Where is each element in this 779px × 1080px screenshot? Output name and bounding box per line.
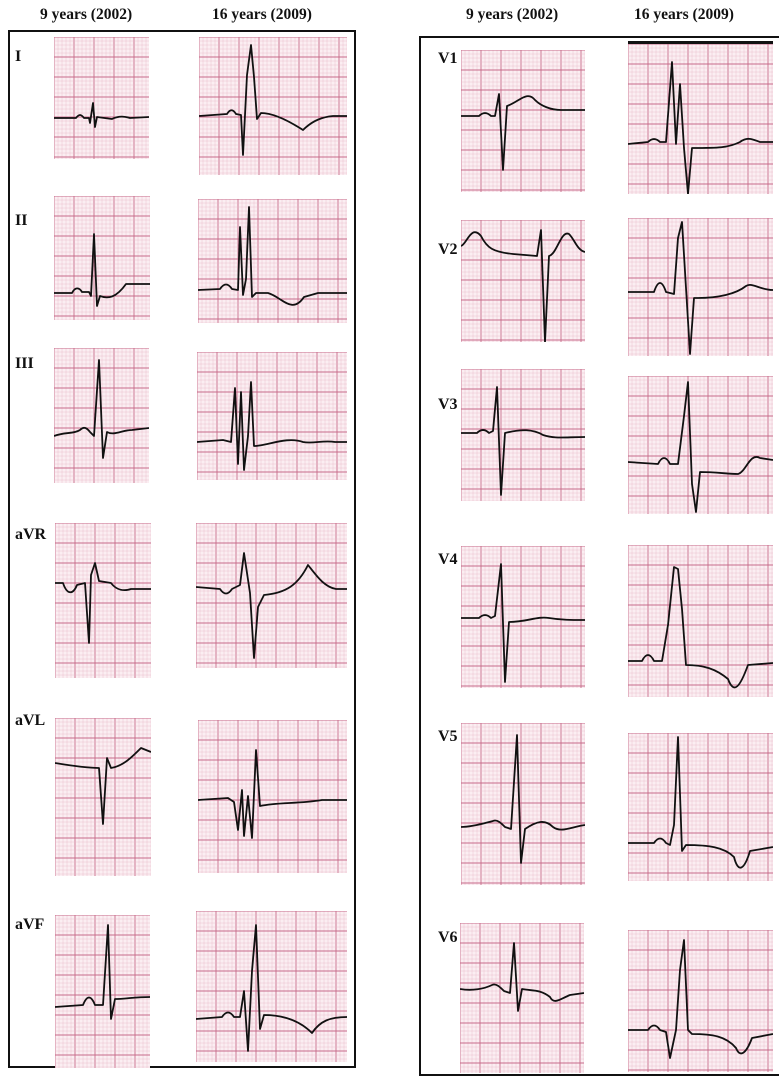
lead-label-aVR: aVR	[15, 526, 47, 543]
ecg-trace	[54, 102, 149, 128]
ecg-strip-aVL-2009	[198, 720, 347, 873]
ecg-grid	[54, 196, 150, 320]
ecg-trace	[197, 381, 347, 471]
ecg-grid	[461, 50, 585, 192]
ecg-trace	[198, 206, 347, 306]
ecg-strip-III-2002	[54, 348, 149, 483]
ecg-trace	[55, 747, 151, 825]
ecg-grid	[198, 720, 347, 873]
ecg-trace	[196, 924, 347, 1052]
lead-label-V5: V5	[438, 728, 458, 745]
header-left-2002: 9 years (2002)	[40, 6, 133, 23]
header-right-2009: 16 years (2009)	[634, 6, 734, 23]
ecg-strip-III-2009	[197, 352, 347, 480]
ecg-strip-V1-2002	[461, 50, 585, 192]
ecg-grid	[628, 545, 773, 697]
strip-top-border	[628, 41, 773, 44]
ecg-strip-aVR-2002	[55, 523, 151, 678]
lead-label-V6: V6	[438, 929, 458, 946]
header-right-2002: 9 years (2002)	[466, 6, 559, 23]
ecg-trace	[55, 562, 151, 644]
limb-leads-panel	[8, 30, 356, 1068]
ecg-trace	[461, 93, 585, 171]
ecg-trace	[461, 734, 585, 864]
ecg-grid	[461, 723, 585, 885]
ecg-grid	[199, 37, 347, 175]
ecg-strip-V2-2009	[628, 218, 773, 356]
ecg-trace	[628, 61, 773, 194]
lead-label-aVF: aVF	[15, 916, 45, 933]
ecg-trace	[461, 563, 585, 683]
ecg-strip-aVR-2009	[196, 523, 347, 668]
ecg-strip-V3-2009	[628, 376, 773, 514]
ecg-trace	[628, 736, 773, 869]
ecg-trace	[628, 566, 773, 689]
ecg-grid	[461, 220, 585, 342]
ecg-strip-V2-2002	[461, 220, 585, 342]
ecg-strip-II-2009	[198, 199, 347, 323]
ecg-strip-V4-2002	[461, 546, 585, 688]
ecg-grid	[197, 352, 347, 480]
lead-label-V3: V3	[438, 396, 458, 413]
ecg-grid	[55, 718, 151, 876]
ecg-grid	[198, 199, 347, 323]
ecg-strip-V5-2002	[461, 723, 585, 885]
ecg-trace	[54, 233, 150, 307]
ecg-grid	[54, 348, 149, 483]
lead-label-V4: V4	[438, 551, 458, 568]
ecg-grid	[461, 369, 585, 501]
ecg-trace	[198, 749, 347, 839]
ecg-strip-II-2002	[54, 196, 150, 320]
ecg-strip-V5-2009	[628, 733, 773, 881]
ecg-trace	[55, 924, 150, 1020]
ecg-trace	[628, 939, 773, 1059]
ecg-grid	[628, 376, 773, 514]
ecg-strip-V6-2009	[628, 930, 773, 1072]
lead-label-V2: V2	[438, 241, 458, 258]
ecg-trace	[628, 221, 773, 355]
lead-label-II: II	[15, 212, 28, 229]
ecg-trace	[461, 386, 585, 496]
ecg-strip-aVF-2009	[196, 911, 347, 1062]
ecg-grid	[628, 930, 773, 1072]
ecg-grid	[196, 523, 347, 668]
ecg-grid	[54, 37, 149, 159]
ecg-trace	[54, 359, 149, 459]
lead-label-III: III	[15, 355, 34, 372]
ecg-strip-V6-2002	[460, 923, 584, 1073]
ecg-grid	[196, 911, 347, 1062]
lead-label-aVL: aVL	[15, 712, 46, 729]
ecg-strip-aVF-2002	[55, 915, 150, 1068]
ecg-trace	[196, 552, 347, 659]
ecg-grid	[628, 733, 773, 881]
ecg-trace	[460, 942, 584, 1012]
header-left-2009: 16 years (2009)	[212, 6, 312, 23]
ecg-grid	[628, 44, 773, 194]
ecg-strip-V3-2002	[461, 369, 585, 501]
ecg-strip-V4-2009	[628, 545, 773, 697]
ecg-grid	[55, 915, 150, 1068]
ecg-strip-V1-2009	[628, 44, 773, 194]
ecg-trace	[628, 381, 773, 513]
ecg-grid	[628, 218, 773, 356]
ecg-trace	[199, 44, 347, 156]
lead-label-I: I	[15, 48, 22, 65]
ecg-trace	[461, 229, 585, 342]
ecg-grid	[55, 523, 151, 678]
lead-label-V1: V1	[438, 50, 458, 67]
ecg-strip-I-2009	[199, 37, 347, 175]
ecg-strip-aVL-2002	[55, 718, 151, 876]
ecg-strip-I-2002	[54, 37, 149, 159]
chest-leads-panel	[419, 36, 779, 1076]
